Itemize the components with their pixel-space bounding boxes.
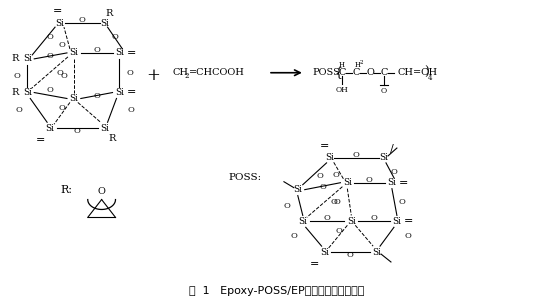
Text: O: O <box>371 214 377 223</box>
Text: O: O <box>284 202 291 209</box>
Text: O: O <box>74 127 80 135</box>
Text: Si: Si <box>379 154 388 162</box>
Text: O: O <box>57 69 64 77</box>
Text: Si: Si <box>325 154 334 162</box>
Text: 图  1   Epoxy-POSS/EP杂化材料合成反应式: 图 1 Epoxy-POSS/EP杂化材料合成反应式 <box>189 286 365 296</box>
Text: OH: OH <box>336 85 349 94</box>
Text: O: O <box>127 106 134 114</box>
Text: Si: Si <box>69 94 78 103</box>
Text: Si: Si <box>115 48 124 57</box>
Text: POSS:: POSS: <box>228 173 261 182</box>
Text: O: O <box>93 46 100 54</box>
Text: O: O <box>13 72 20 80</box>
Text: Si: Si <box>373 247 382 257</box>
Text: O: O <box>291 232 298 240</box>
Text: O: O <box>381 87 387 95</box>
Text: O: O <box>111 33 118 41</box>
Text: O: O <box>399 198 406 206</box>
Text: O: O <box>60 72 67 80</box>
Text: O: O <box>59 104 65 112</box>
Text: R: R <box>12 54 19 63</box>
Text: 2: 2 <box>360 60 363 65</box>
Text: Si: Si <box>69 48 78 57</box>
Text: CH=CH: CH=CH <box>398 68 438 77</box>
Text: =: = <box>404 216 413 226</box>
Text: =: = <box>320 141 329 151</box>
Text: O: O <box>366 68 374 77</box>
Text: CH: CH <box>173 68 189 77</box>
Text: O: O <box>16 106 22 114</box>
Text: Si: Si <box>392 217 402 226</box>
Text: C: C <box>381 68 388 77</box>
Text: =: = <box>127 48 136 58</box>
Text: H: H <box>354 61 360 69</box>
Text: O: O <box>334 198 340 206</box>
Text: O: O <box>366 176 373 184</box>
Text: Si: Si <box>115 88 124 97</box>
Text: R: R <box>106 9 113 18</box>
Text: =: = <box>35 135 45 145</box>
Text: O: O <box>391 168 397 176</box>
Text: Si: Si <box>45 124 55 133</box>
Text: O: O <box>336 227 343 235</box>
Text: O: O <box>332 171 339 179</box>
Text: =: = <box>127 88 136 98</box>
Text: Si: Si <box>387 178 397 187</box>
Text: Si: Si <box>298 217 307 226</box>
Text: O: O <box>405 232 412 240</box>
Text: {: { <box>335 66 342 79</box>
Text: O: O <box>78 16 85 24</box>
Text: Si: Si <box>343 178 352 187</box>
Text: Si: Si <box>293 185 302 194</box>
Text: Si: Si <box>100 124 109 133</box>
Text: /: / <box>390 143 394 153</box>
Text: 2: 2 <box>185 72 189 80</box>
Text: R:: R: <box>60 185 72 195</box>
Text: +: + <box>146 67 160 84</box>
Text: O: O <box>347 251 354 259</box>
Text: R: R <box>109 134 116 143</box>
Text: O: O <box>59 41 65 49</box>
Text: ): ) <box>424 66 429 79</box>
Text: Si: Si <box>320 247 329 257</box>
Text: O: O <box>319 183 326 191</box>
Text: =: = <box>310 259 319 269</box>
Text: O: O <box>47 85 54 94</box>
Text: O: O <box>98 187 106 196</box>
Text: Si: Si <box>100 19 109 28</box>
Text: O: O <box>316 172 323 180</box>
Text: C: C <box>352 68 360 77</box>
Text: O: O <box>353 151 360 159</box>
Text: O: O <box>93 92 100 99</box>
Text: O: O <box>330 198 337 206</box>
Text: C: C <box>338 68 346 77</box>
Text: POSS: POSS <box>312 68 341 77</box>
Text: =: = <box>399 178 408 188</box>
Text: Si: Si <box>23 54 32 63</box>
Text: O: O <box>47 52 54 60</box>
Text: 4: 4 <box>428 74 432 82</box>
Text: H: H <box>338 61 345 69</box>
Text: O: O <box>323 214 330 223</box>
Text: =CHCOOH: =CHCOOH <box>189 68 245 77</box>
Text: O: O <box>126 69 134 77</box>
Text: Si: Si <box>55 19 64 28</box>
Text: Si: Si <box>23 88 32 97</box>
Text: O: O <box>47 33 54 41</box>
Text: R: R <box>12 88 19 97</box>
Text: =: = <box>52 6 61 16</box>
Text: Si: Si <box>347 217 356 226</box>
